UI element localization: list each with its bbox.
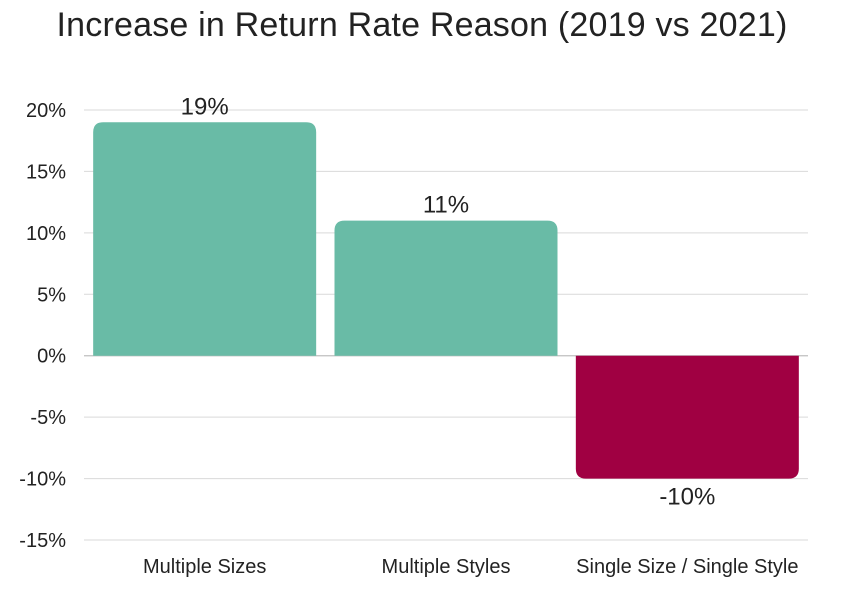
x-axis-categories: Multiple Sizes Multiple Styles Single Size…: [143, 556, 799, 578]
data-label: 11%: [423, 192, 469, 219]
bar-multiple-styles: [334, 220, 558, 356]
y-tick-label: -5%: [30, 407, 66, 429]
y-tick-label: 0%: [37, 346, 66, 368]
y-axis-ticks: 20% 15% 10% 5% 0% -5% -10% -15%: [19, 100, 66, 552]
bars: [93, 122, 799, 479]
y-tick-label: 5%: [37, 284, 66, 306]
data-labels: 19% 11% -10%: [181, 93, 716, 510]
y-tick-label: -10%: [19, 469, 66, 491]
y-tick-label: 15%: [26, 161, 66, 183]
x-category-label: Single Size / Single Style: [576, 556, 798, 578]
data-label: 19%: [181, 93, 229, 120]
y-tick-label: 10%: [26, 223, 66, 245]
chart-title: Increase in Return Rate Reason (2019 vs …: [56, 6, 788, 44]
x-category-label: Multiple Styles: [382, 556, 511, 578]
bar-single-size-single-style: [575, 355, 799, 479]
x-category-label: Multiple Sizes: [143, 556, 266, 578]
bar-multiple-sizes: [93, 122, 317, 356]
data-label: -10%: [659, 484, 715, 511]
y-tick-label: 20%: [26, 100, 66, 122]
y-tick-label: -15%: [19, 530, 66, 552]
